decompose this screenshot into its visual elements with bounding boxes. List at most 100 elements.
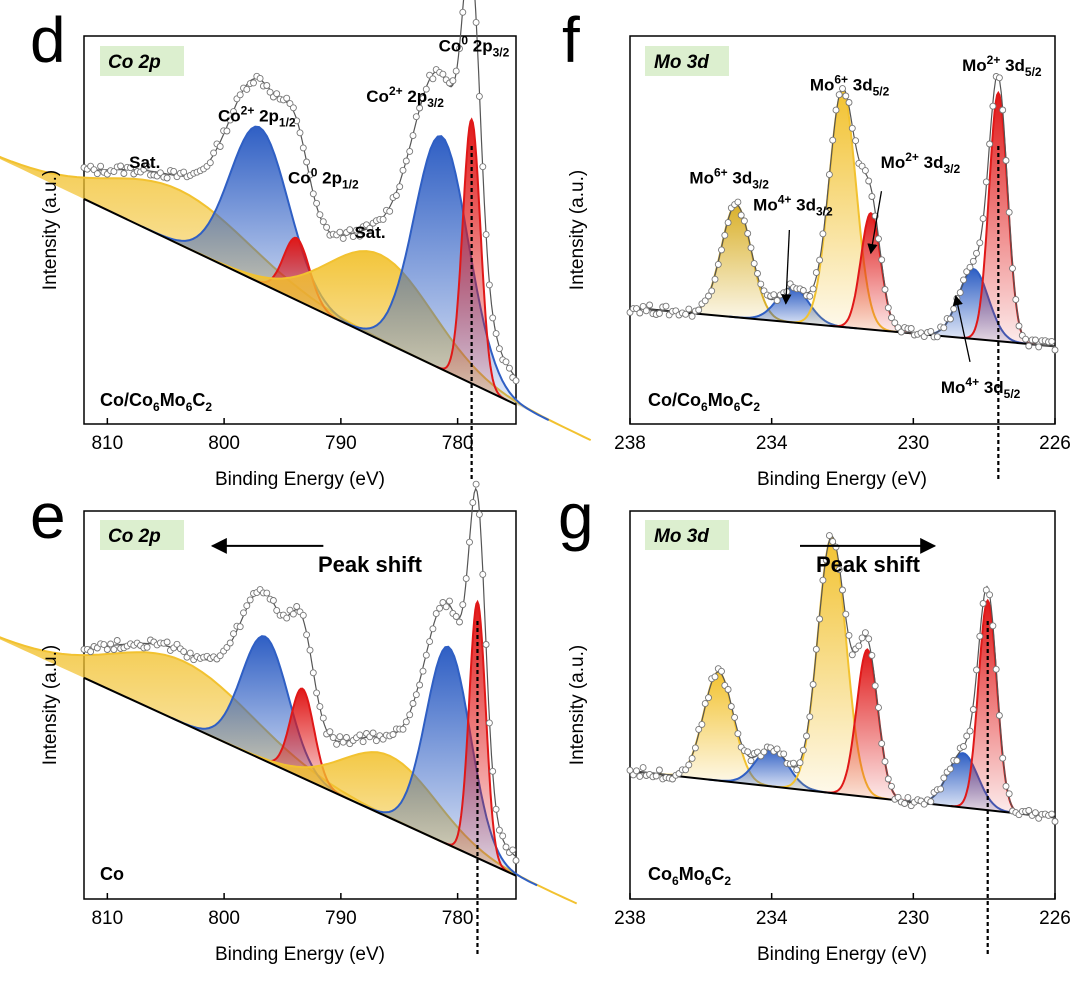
data-point [858,634,866,642]
label-charge: 6+ [714,165,728,179]
data-point [966,727,974,735]
formula-part: 6 [705,874,712,888]
data-point [878,740,886,748]
region-tag-bg [100,46,184,76]
peak-label: Mo2+ 3d5/2 [962,53,1042,79]
data-point [711,673,719,681]
data-point [989,102,997,110]
peak-area [171,636,359,804]
data-point [299,144,307,152]
data-point [495,345,503,353]
data-point [273,606,281,614]
data-point [240,609,247,617]
x-tick-label: 230 [897,433,929,454]
data-point [399,725,407,733]
label-orbital: 3d [791,196,816,215]
data-point [734,198,742,206]
data-point [809,681,817,688]
data-point [705,292,712,300]
data-point [323,223,331,231]
data-point [845,631,853,639]
peak-fits [0,0,592,482]
data-point [960,743,967,750]
data-point [646,301,654,309]
data-point [456,618,463,626]
data-point [180,648,188,656]
data-point [313,689,321,697]
data-point [1035,343,1043,351]
data-point [472,480,480,488]
data-point [868,193,876,200]
peak-label: Co2+ 2p3/2 [366,84,444,110]
peak-area [142,126,376,338]
data-point [143,643,151,651]
sample-label: Co/Co6Mo6C2 [648,390,760,414]
data-point [639,764,647,772]
label-arrow [867,191,883,255]
data-point [127,164,134,172]
data-point [456,45,463,53]
data-point [386,207,394,215]
label-spin: 5/2 [1025,65,1042,79]
region-tag: Mo 3d [654,52,709,73]
data-point [243,85,251,93]
data-point [754,270,761,277]
data-point [263,82,271,89]
data-point [1012,296,1020,304]
data-point [100,641,108,649]
peak-area [788,90,897,332]
data-point [452,67,460,75]
data-point [839,85,846,93]
data-point [1005,208,1013,216]
peak-label: Mo6+ 3d5/2 [810,72,890,98]
data-point [999,754,1007,762]
data-point [482,231,490,239]
data-point [812,645,820,653]
formula-part: 6 [186,400,193,414]
label-element: Mo [941,378,966,397]
data-point [812,269,820,277]
data-point [492,805,500,813]
peak-area [824,649,910,802]
data-point [714,260,722,268]
data-point [969,257,977,265]
data-point [721,231,729,239]
data-point [416,104,424,112]
data-point [829,538,837,546]
peak-label: Mo2+ 3d3/2 [881,150,961,176]
data-point [216,652,224,660]
data-point [705,694,712,702]
label-charge: 0 [461,34,468,48]
data-point [688,754,696,762]
data-point [819,230,827,238]
peak-area [255,688,349,800]
label-spin: 5/2 [1004,387,1021,401]
data-point [832,106,840,114]
data-point [316,703,324,711]
label-orbital: 2p [468,37,493,56]
sample-label: Co6Mo6C2 [648,864,731,888]
plot-frame [629,35,1056,425]
data-point [718,246,725,254]
data-point [459,601,467,609]
data-point [485,719,493,727]
data-point [1048,810,1056,818]
x-ticks: 238 234 230 226 [614,418,1071,454]
data-point [389,731,397,738]
panel-letter-e: e [30,480,66,552]
data-point [803,732,810,740]
data-point [379,215,387,223]
peak-area [775,537,889,800]
data-point [343,734,350,741]
label-orbital: 3d [979,378,1004,397]
data-point [750,260,758,268]
data-point [466,538,473,546]
data-point [319,714,327,722]
data-point [499,832,507,840]
data-point [708,287,716,295]
data-point [306,646,314,654]
data-point [426,638,434,646]
data-point [701,700,709,708]
data-point [419,667,427,675]
baseline [83,676,517,877]
